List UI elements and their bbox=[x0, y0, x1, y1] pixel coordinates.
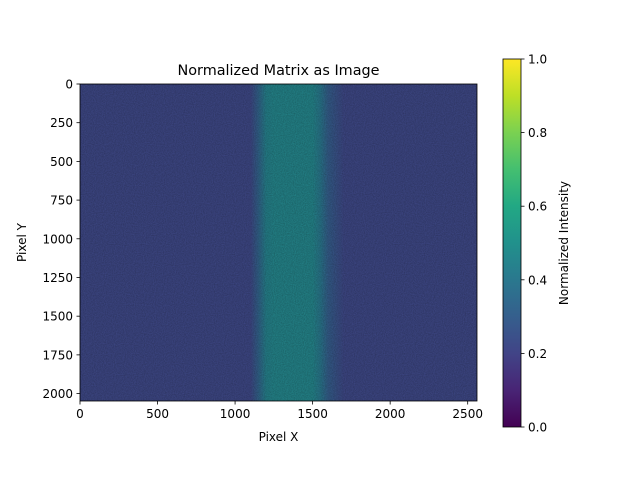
x-tick-label: 1500 bbox=[297, 407, 328, 421]
y-axis-label: Pixel Y bbox=[15, 222, 29, 262]
colorbar-tick-label: 0.6 bbox=[528, 200, 547, 214]
x-tick-label: 1000 bbox=[220, 407, 251, 421]
y-tick-label: 0 bbox=[65, 78, 73, 92]
y-tick-label: 2000 bbox=[42, 387, 73, 401]
chart-title: Normalized Matrix as Image bbox=[177, 63, 379, 79]
colorbar-tick-label: 0.2 bbox=[528, 347, 547, 361]
y-tick-label: 1000 bbox=[42, 232, 73, 246]
x-axis-label: Pixel X bbox=[259, 430, 299, 444]
colorbar: 0.0 0.2 0.4 0.6 0.8 1.0 Normalized Intensity bbox=[502, 53, 571, 435]
x-tick-label: 0 bbox=[76, 407, 84, 421]
y-tick-label: 1750 bbox=[42, 348, 73, 362]
colorbar-tick-label: 0.8 bbox=[528, 126, 547, 140]
y-tick-label: 1250 bbox=[42, 271, 73, 285]
y-tick-label: 750 bbox=[50, 194, 73, 208]
colorbar-tick-label: 0.4 bbox=[528, 273, 547, 287]
plot-frame bbox=[79, 83, 478, 402]
y-tick-label: 250 bbox=[50, 116, 73, 130]
colorbar-frame bbox=[502, 58, 522, 428]
y-tick-label: 500 bbox=[50, 155, 73, 169]
heatmap-noise-texture bbox=[80, 84, 477, 401]
x-axis-ticks: 0 500 1000 1500 2000 2500 bbox=[76, 401, 483, 421]
colorbar-tick-label: 0.0 bbox=[528, 421, 547, 435]
colorbar-label: Normalized Intensity bbox=[557, 181, 571, 305]
colorbar-gradient-bar bbox=[503, 59, 521, 427]
x-tick-label: 2000 bbox=[375, 407, 406, 421]
x-tick-label: 2500 bbox=[452, 407, 483, 421]
x-tick-label: 500 bbox=[146, 407, 169, 421]
plot-area bbox=[79, 83, 478, 402]
colorbar-ticks: 0.0 0.2 0.4 0.6 0.8 1.0 bbox=[521, 53, 547, 435]
colorbar-tick-label: 1.0 bbox=[528, 53, 547, 67]
y-tick-label: 1500 bbox=[42, 310, 73, 324]
y-axis-ticks: 0 250 500 750 1000 1250 1500 1750 2000 bbox=[42, 78, 80, 401]
